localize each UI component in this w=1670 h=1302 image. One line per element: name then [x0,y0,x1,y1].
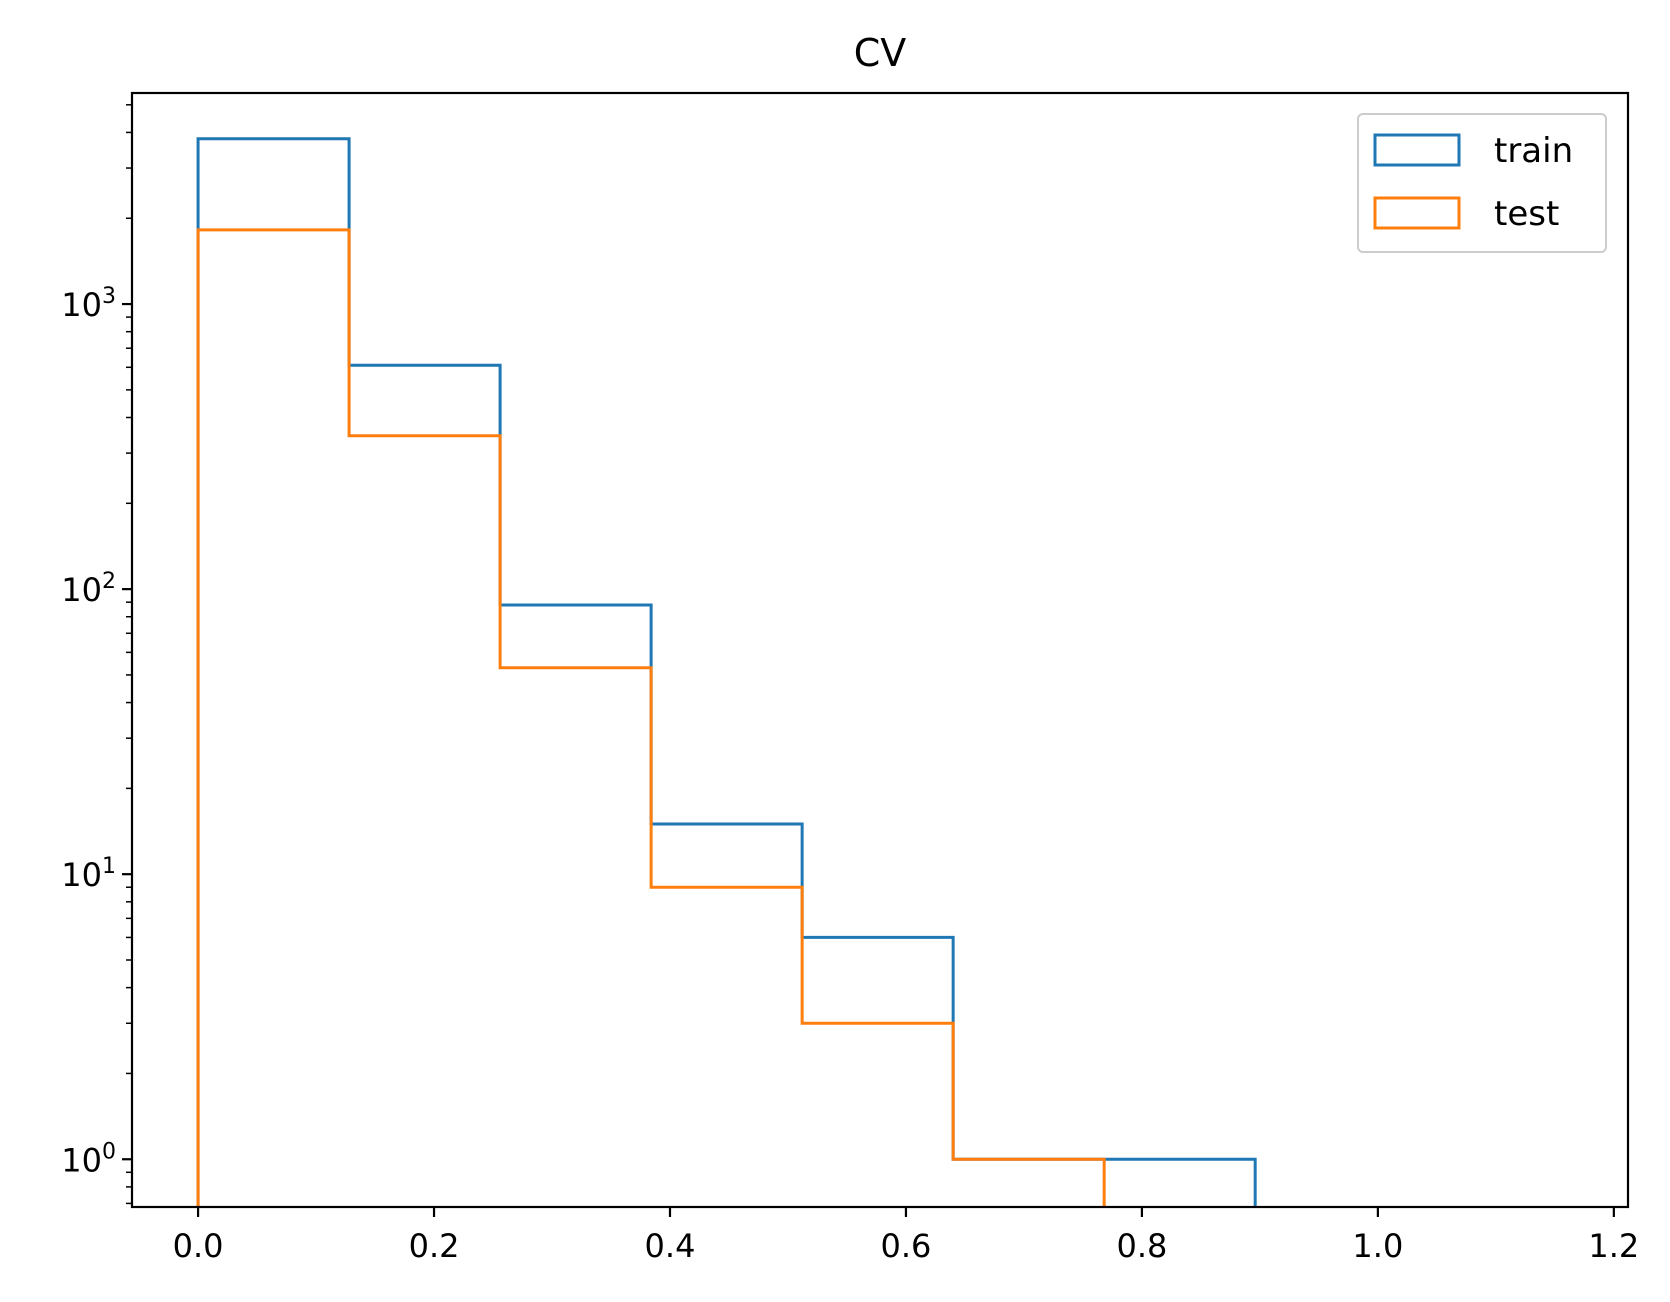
x-tick-label: 0.6 [881,1227,932,1265]
legend-label-test: test [1494,194,1559,234]
x-tick-label: 0.2 [409,1227,460,1265]
histogram-series [196,137,1257,1207]
plot-area-frame [130,91,1630,1209]
legend-label-train: train [1494,131,1573,171]
x-tick-label: 0.4 [645,1227,696,1265]
y-tick-label: 100 [61,1139,116,1179]
series-train-step [196,137,1257,1207]
x-axis-ticks: 0.0 0.2 0.4 0.6 0.8 1.0 1.2 [173,1207,1639,1265]
legend-swatch-test [1373,196,1461,230]
legend-swatch-train [1373,133,1461,167]
x-tick-label: 0.8 [1116,1227,1167,1265]
y-axis-ticks: 100 101 102 103 [61,284,132,1179]
x-tick-label: 1.0 [1352,1227,1403,1265]
x-tick-label: 0.0 [173,1227,224,1265]
legend: train test [1357,113,1607,253]
y-tick-label: 102 [61,569,116,609]
series-test-step [196,228,1106,1207]
y-tick-label: 103 [61,284,116,324]
y-tick-label: 101 [61,854,116,894]
legend-box [1357,113,1607,253]
chart-title: CV [854,31,907,75]
x-tick-label: 1.2 [1588,1227,1639,1265]
